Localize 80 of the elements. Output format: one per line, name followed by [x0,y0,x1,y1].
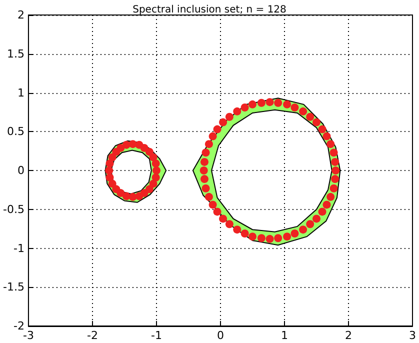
point [290,229,299,238]
point [152,166,160,174]
point [202,184,210,192]
point [225,112,234,121]
point [219,214,228,223]
point [108,153,116,162]
point [240,104,249,112]
point [116,189,125,198]
point [274,234,282,242]
point [145,148,154,156]
y-tick-label: 0 [17,164,24,177]
point [106,160,114,168]
point [122,140,130,149]
point [257,234,266,242]
y-tick-label: 1.5 [6,47,24,60]
point [204,192,213,201]
point [240,229,249,238]
point [257,98,266,107]
point [208,132,217,140]
point [108,180,116,188]
point [326,140,335,148]
point [299,226,308,234]
point [312,118,320,126]
x-tick-label: 3 [409,329,416,342]
y-tick-label: -1 [13,242,24,255]
point [318,125,326,134]
point [248,100,256,108]
point [274,98,282,107]
chart-title: Spectral inclusion set; n = 128 [132,4,286,16]
point [213,208,222,216]
x-tick-label: 2 [344,329,352,342]
point [283,232,292,241]
point [322,132,331,140]
point [306,112,314,121]
point [290,104,299,112]
point [312,214,320,223]
point [200,175,208,184]
y-tick-label: -2 [13,320,24,332]
y-tick-label: 2 [17,8,24,22]
point [202,148,210,157]
x-tick-label: -1 [150,329,162,342]
point [204,140,213,148]
x-tick-label: 0 [216,329,224,342]
point [326,192,335,201]
point [213,125,222,134]
y-tick-label: 1 [17,86,24,100]
point [149,180,158,188]
point [331,175,340,184]
point [200,158,208,166]
point [248,232,256,241]
point [266,234,274,243]
point [266,98,274,106]
y-tick-label: 0.5 [6,125,24,138]
point [318,208,326,216]
point [105,166,114,174]
point [145,185,154,194]
y-tick-label: -0.5 [2,202,24,216]
point [152,174,160,182]
point [112,148,120,156]
point [152,160,160,168]
y-tick-label: -1.5 [2,280,24,294]
point [283,100,292,108]
point [330,148,338,157]
point [233,107,242,116]
point [200,166,208,174]
x-tick-label: -3 [22,329,34,342]
point [233,226,242,234]
point [299,107,308,116]
point [330,184,338,192]
point [106,174,114,182]
point [322,200,331,209]
point [225,220,234,228]
point [331,158,340,166]
point [332,166,340,174]
x-tick-label: 1 [280,329,288,342]
point [219,118,228,126]
x-tick-label: -2 [86,329,98,342]
point [306,220,314,228]
point [208,200,217,209]
point [149,153,158,162]
